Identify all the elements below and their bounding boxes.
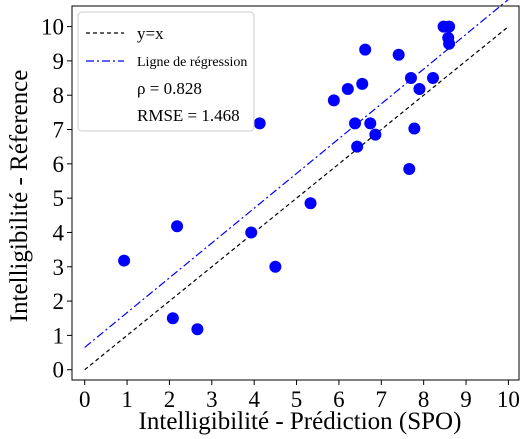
y-tick-label: 2 [53, 289, 65, 314]
data-point [404, 72, 417, 85]
x-tick-label: 4 [248, 387, 260, 412]
data-point [166, 312, 179, 325]
data-point [327, 94, 340, 107]
data-point [349, 117, 362, 130]
x-tick-label: 5 [291, 387, 303, 412]
data-point [359, 43, 372, 56]
y-tick-label: 8 [53, 83, 65, 108]
y-axis-label: Intelligibilité - Réference [6, 70, 33, 323]
data-point [356, 77, 369, 90]
y-tick-label: 10 [41, 15, 64, 40]
data-point [191, 323, 204, 336]
legend-label-identity: y=x [137, 24, 164, 43]
y-tick-label: 7 [53, 118, 65, 143]
data-point [408, 122, 421, 135]
x-tick-label: 0 [79, 387, 91, 412]
data-point [253, 117, 266, 130]
data-point [443, 20, 456, 33]
x-tick-label: 9 [460, 387, 472, 412]
x-ticks: 0 1 2 3 4 5 6 7 8 9 10 [79, 380, 520, 412]
data-point [269, 260, 282, 273]
x-tick-label: 10 [497, 387, 520, 412]
data-point [341, 83, 354, 96]
plot-frame [71, 5, 520, 381]
y-ticks: 0 1 2 3 4 5 6 7 8 9 10 [41, 15, 72, 383]
x-tick-label: 8 [418, 387, 430, 412]
data-point [364, 117, 377, 130]
y-tick-label: 3 [53, 255, 65, 280]
legend-rho: ρ = 0.828 [137, 79, 202, 98]
x-tick-label: 6 [333, 387, 345, 412]
data-point [351, 140, 364, 153]
y-tick-label: 1 [53, 323, 65, 348]
data-point [413, 83, 426, 96]
y-tick-label: 4 [53, 220, 65, 245]
data-point [118, 254, 131, 267]
data-point [443, 37, 456, 50]
data-point [304, 197, 317, 210]
x-tick-label: 1 [121, 387, 133, 412]
lines-layer [84, 0, 509, 371]
y-tick-label: 0 [53, 358, 65, 383]
y-tick-label: 5 [53, 186, 65, 211]
y-tick-label: 9 [53, 49, 65, 74]
points-layer [118, 20, 456, 336]
x-tick-label: 7 [376, 387, 388, 412]
legend-rmse: RMSE = 1.468 [137, 106, 240, 125]
legend-box [77, 11, 255, 132]
data-point [369, 128, 382, 141]
data-point [392, 48, 405, 61]
legend-label-regression: Ligne de régression [137, 55, 247, 70]
x-axis-label: Intelligibilité - Prédiction (SPO) [139, 408, 462, 435]
x-tick-label: 2 [164, 387, 176, 412]
regression-line [84, 0, 509, 348]
data-point [245, 226, 258, 239]
x-tick-label: 3 [206, 387, 218, 412]
legend: y=x Ligne de régression ρ = 0.828 RMSE =… [77, 11, 255, 132]
y-tick-label: 6 [53, 152, 65, 177]
data-point [403, 162, 416, 175]
data-point [171, 220, 184, 233]
data-point [426, 72, 439, 85]
